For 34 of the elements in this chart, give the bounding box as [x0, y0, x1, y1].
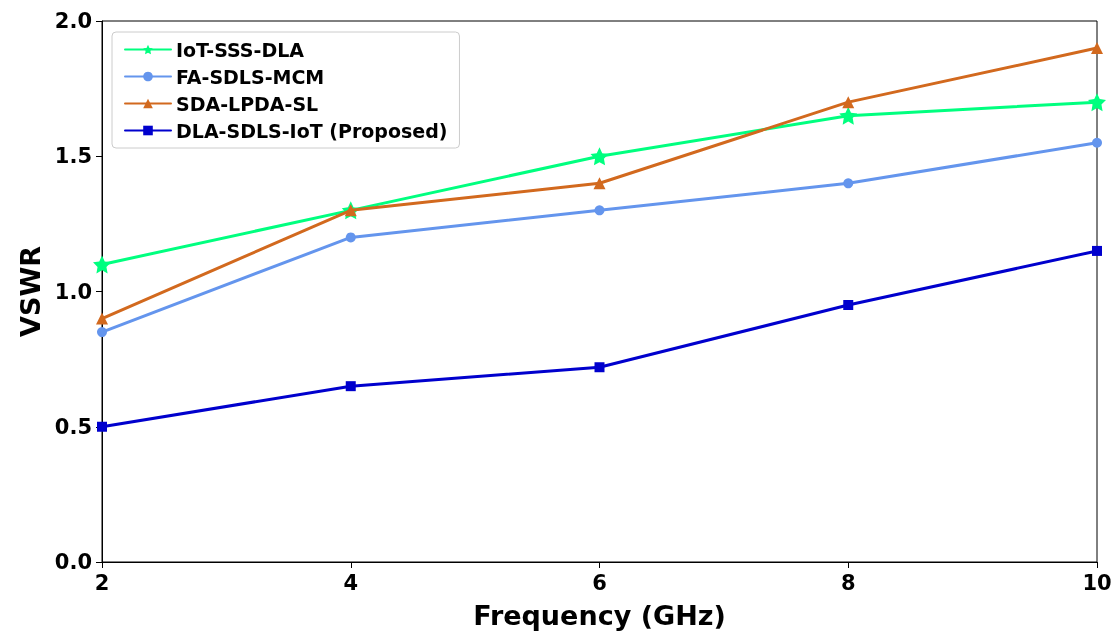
point	[594, 362, 605, 373]
y-tick-label: 2.0	[54, 9, 92, 33]
point	[1092, 137, 1102, 148]
point	[345, 381, 356, 392]
point	[843, 178, 854, 189]
point	[97, 327, 107, 338]
point	[97, 421, 107, 432]
x-tick-label: 4	[343, 570, 359, 595]
x-tick-label: 10	[1082, 570, 1112, 595]
point	[1088, 93, 1106, 112]
y-tick-label: 0.5	[54, 414, 92, 439]
point	[96, 312, 108, 325]
x-tick-label: 6	[592, 570, 607, 595]
legend-label: SDA-LPDA-SL	[176, 92, 319, 115]
legend-label: FA-SDLS-MCM	[176, 65, 325, 88]
point	[93, 255, 111, 274]
y-axis-title: VSWR	[14, 245, 46, 337]
point	[839, 106, 858, 125]
x-tick-label: 8	[840, 570, 856, 595]
legend-label: IoT-SSS-DLA	[176, 38, 305, 61]
point	[843, 300, 854, 311]
y-tick-label: 1.0	[54, 279, 92, 304]
point	[593, 177, 606, 190]
point	[590, 147, 609, 166]
point	[594, 205, 605, 216]
point	[842, 96, 855, 109]
x-tick-label: 2	[94, 570, 110, 595]
point	[1091, 42, 1103, 55]
x-axis-title: Frequency (GHz)	[473, 600, 726, 631]
point	[345, 232, 356, 243]
y-tick-label: 1.5	[54, 144, 92, 169]
y-tick-label: 0.0	[54, 550, 92, 574]
point	[1092, 245, 1102, 256]
legend-label: DLA-SDLS-IoT (Proposed)	[176, 119, 448, 142]
